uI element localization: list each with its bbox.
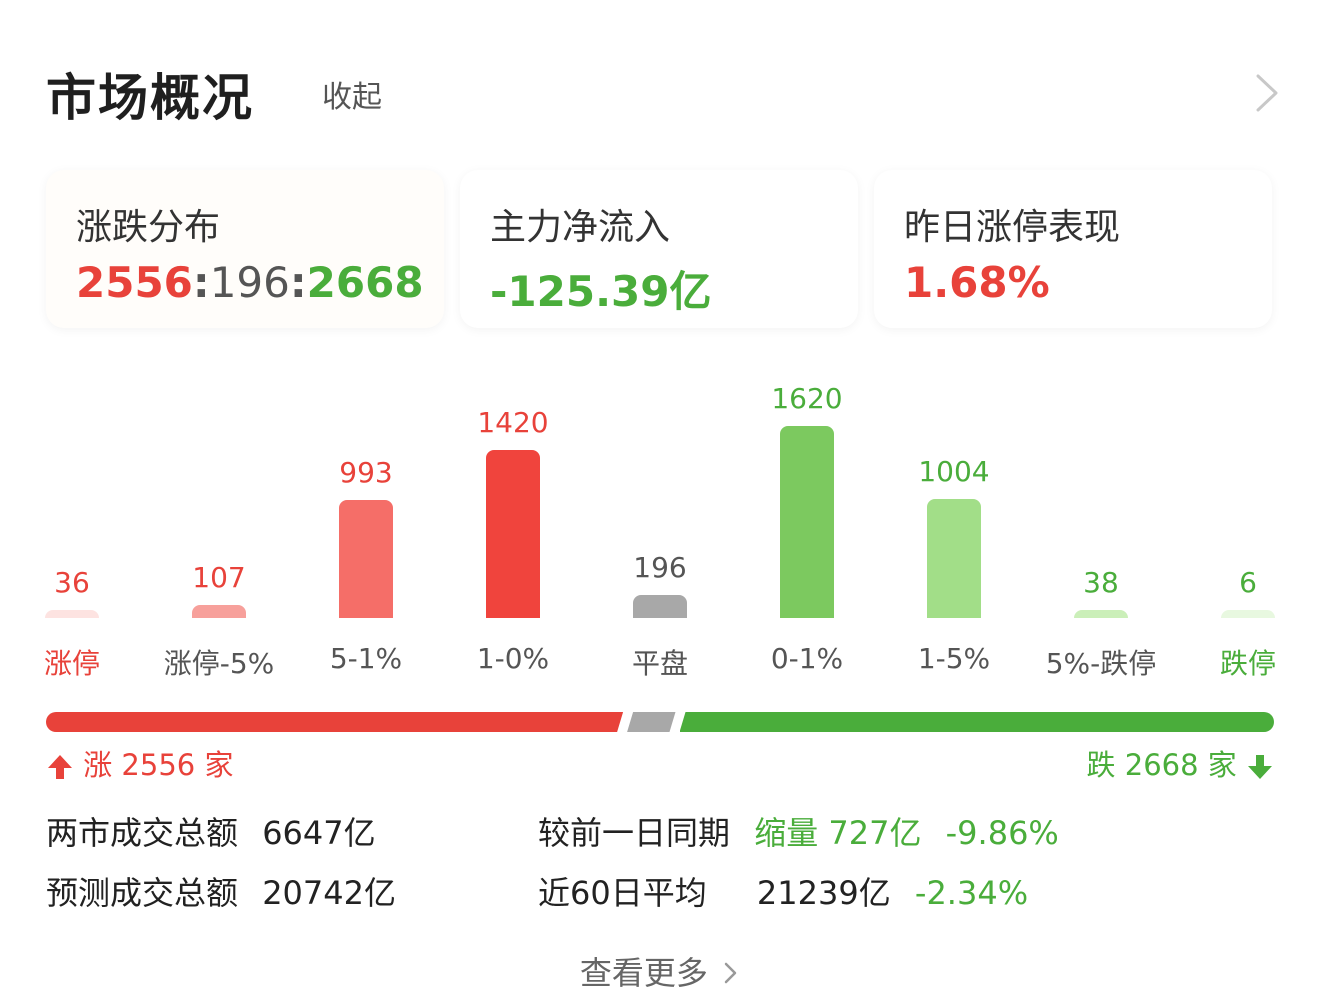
up-count-text: 涨 2556 家 <box>83 748 234 782</box>
down-count: 跌 2668 家 <box>1087 742 1274 784</box>
bar-value-label: 6 <box>1239 566 1257 599</box>
forecast-row: 预测成交总额 20742亿 <box>46 868 396 914</box>
bar-value-label: 1420 <box>477 405 549 439</box>
compare-row: 较前一日同期 缩量 727亿 -9.86% <box>538 808 1059 854</box>
ratio-up-segment <box>46 712 623 732</box>
turnover-value: 6647亿 <box>262 814 376 852</box>
bar-category-label: 跌停 <box>1219 647 1276 680</box>
arrow-down-icon <box>1248 755 1272 779</box>
bar-value-label: 993 <box>339 456 393 490</box>
arrow-up-icon <box>48 755 72 779</box>
net-inflow-card[interactable]: 主力净流入 -125.39亿 <box>460 170 858 328</box>
avg60-value: 21239亿 <box>756 874 891 912</box>
bar-category-label: 5%-跌停 <box>1045 647 1157 680</box>
forecast-value: 20742亿 <box>262 874 396 912</box>
distribution-value: 2556:196:2668 <box>76 258 424 307</box>
view-more-link[interactable]: 查看更多 <box>0 948 1320 994</box>
yesterday-limit-value: 1.68% <box>904 258 1050 307</box>
bar-value-label: 107 <box>192 561 246 595</box>
bar-category-label: 1-5% <box>917 642 991 675</box>
compare-change: 缩量 727亿 <box>754 814 922 852</box>
bar-6 <box>927 499 981 618</box>
bar-3 <box>486 449 540 618</box>
bar-value-label: 36 <box>54 566 90 599</box>
separator: : <box>289 258 307 307</box>
bar-category-label: 涨停 <box>43 647 100 680</box>
bar-category-label: 1-0% <box>476 642 550 675</box>
net-inflow-label: 主力净流入 <box>490 207 671 248</box>
bar-value-label: 196 <box>633 550 687 584</box>
bar-value-label: 38 <box>1083 566 1119 599</box>
bar-2 <box>339 500 393 618</box>
bar-7 <box>1074 610 1128 618</box>
bar-8 <box>1221 610 1275 618</box>
up-down-counts: 涨 2556 家 跌 2668 家 <box>46 742 1274 782</box>
bar-category-label: 5-1% <box>329 642 403 675</box>
bar-category-label: 涨停-5% <box>163 647 275 680</box>
chevron-right-icon <box>724 962 737 984</box>
up-count-value: 2556 <box>76 258 193 307</box>
distribution-label: 涨跌分布 <box>76 207 221 248</box>
bar-category-label: 0-1% <box>770 642 844 675</box>
avg60-pct: -2.34% <box>914 874 1029 912</box>
collapse-button[interactable]: 收起 <box>322 80 382 115</box>
down-count-value: 2668 <box>306 258 424 307</box>
ratio-flat-segment <box>627 712 675 732</box>
up-down-ratio-bar <box>46 712 1274 732</box>
forecast-label: 预测成交总额 <box>46 874 239 912</box>
bar-category-label: 平盘 <box>631 647 688 680</box>
ratio-down-segment <box>679 712 1274 732</box>
turnover-stats: 两市成交总额 6647亿 较前一日同期 缩量 727亿 -9.86% 预测成交总… <box>46 808 1276 928</box>
summary-cards: 涨跌分布 2556:196:2668 主力净流入 -125.39亿 昨日涨停表现… <box>46 170 1274 330</box>
bar-5 <box>780 426 834 618</box>
bar-4 <box>633 594 687 618</box>
compare-pct: -9.86% <box>945 814 1059 852</box>
bar-value-label: 1004 <box>918 455 990 488</box>
bar-value-label: 1620 <box>771 382 843 415</box>
view-more-label: 查看更多 <box>579 954 708 992</box>
page-title: 市场概况 <box>46 69 254 127</box>
avg60-row: 近60日平均 21239亿 -2.34% <box>538 868 1028 914</box>
distribution-chart: 36 涨停 107 涨停-5% 993 5-1% 1420 1-0% 196 平盘 1620 0-1%… <box>0 370 1320 690</box>
avg60-label: 近60日平均 <box>538 874 707 912</box>
chevron-right-icon[interactable] <box>1246 68 1286 118</box>
net-inflow-value: -125.39亿 <box>490 267 712 316</box>
turnover-row: 两市成交总额 6647亿 <box>46 808 376 854</box>
compare-label: 较前一日同期 <box>538 814 731 852</box>
turnover-label: 两市成交总额 <box>46 814 239 852</box>
flat-count-value: 196 <box>209 258 290 307</box>
down-count-text: 跌 2668 家 <box>1086 748 1237 782</box>
bar-0 <box>45 610 99 618</box>
header: 市场概况 收起 <box>46 58 1286 128</box>
up-count: 涨 2556 家 <box>46 742 233 784</box>
distribution-card[interactable]: 涨跌分布 2556:196:2668 <box>46 170 444 328</box>
separator: : <box>192 258 210 307</box>
yesterday-limit-card[interactable]: 昨日涨停表现 1.68% <box>874 170 1272 328</box>
yesterday-limit-label: 昨日涨停表现 <box>904 207 1121 248</box>
bar-1 <box>192 605 246 618</box>
